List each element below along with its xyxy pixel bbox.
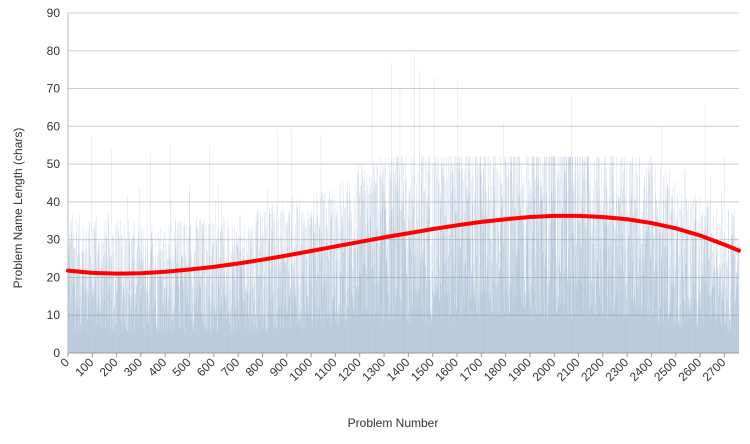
x-tick-label: 700 (218, 355, 242, 379)
x-tick-label: 1900 (505, 355, 534, 384)
y-tick-label: 60 (47, 119, 61, 133)
x-tick-label: 1100 (311, 355, 339, 383)
x-tick-label: 2200 (578, 355, 607, 384)
x-axis-title: Problem Number (348, 416, 439, 430)
y-tick-label: 20 (47, 270, 61, 284)
y-axis-title: Problem Name Length (chars) (11, 128, 25, 289)
x-tick-label: 1200 (335, 355, 364, 384)
x-tick-label: 600 (194, 355, 218, 379)
x-tick-label: 2600 (675, 355, 704, 384)
x-tick-label: 1500 (408, 355, 437, 384)
y-tick-label: 70 (47, 82, 61, 96)
x-tick-label: 1600 (432, 355, 461, 384)
y-tick-label: 30 (47, 233, 61, 247)
x-tick-label: 1300 (359, 355, 388, 384)
y-tick-label: 90 (47, 6, 61, 20)
y-tick-label: 10 (47, 308, 61, 322)
x-tick-label: 100 (72, 355, 96, 379)
x-tick-label: 2000 (530, 355, 559, 384)
x-tick-label: 300 (121, 355, 145, 379)
y-tick-label: 40 (47, 195, 61, 209)
y-tick-label: 50 (47, 157, 61, 171)
x-tick-label: 0 (57, 355, 72, 370)
x-tick-label: 2700 (700, 355, 729, 384)
x-tick-label: 1700 (457, 355, 486, 384)
x-tick-label: 2300 (603, 355, 632, 384)
x-tick-label: 200 (97, 355, 121, 379)
x-tick-label: 400 (145, 355, 169, 379)
x-tick-label: 500 (170, 355, 194, 379)
x-tick-label: 2100 (554, 355, 583, 384)
x-tick-label: 1400 (384, 355, 413, 384)
x-tick-label: 800 (243, 355, 267, 379)
x-tick-label: 2400 (627, 355, 656, 384)
x-tick-label: 1800 (481, 355, 510, 384)
bar-series (68, 55, 739, 353)
x-tick-label: 1000 (286, 355, 315, 384)
x-tick-label: 2500 (651, 355, 680, 384)
y-tick-label: 80 (47, 44, 61, 58)
